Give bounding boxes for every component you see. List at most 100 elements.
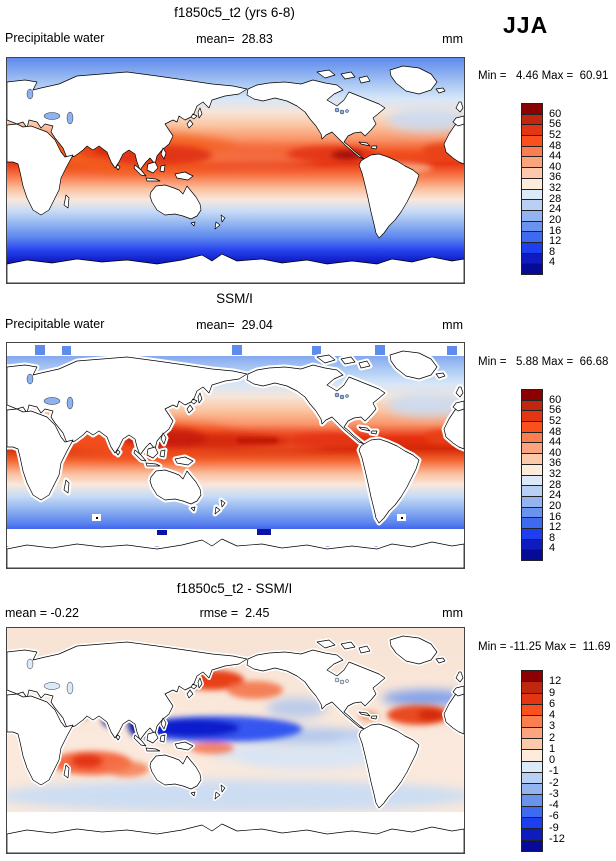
colorbar-tick-label: -9: [549, 821, 559, 834]
colorbar-tick-label: 44: [549, 150, 562, 163]
colorbar-tick-label: 60: [549, 393, 562, 406]
colorbar-tick-label: 32: [549, 182, 562, 194]
colorbar-segment: [522, 399, 542, 411]
colorbar-segment: [522, 726, 542, 738]
colorbar-tick-label: 8: [549, 531, 556, 544]
colorbar-tick-label: 60: [549, 107, 562, 120]
colorbar-segment: [522, 495, 542, 507]
colorbar-tick-label: -2: [549, 776, 559, 789]
colorbar-segment: [522, 431, 542, 443]
panel2-mean-stat: mean= 29.04: [196, 318, 273, 332]
colorbar-tick-label: -3: [549, 787, 559, 800]
colorbar-tick-label: 4: [549, 542, 556, 555]
colorbar-model: 60 56 52 48 44 40 36 32 28 24 20 16 12 8 4: [521, 103, 611, 275]
colorbar-tick-label: 40: [549, 160, 562, 173]
colorbar-segment: [522, 135, 542, 146]
colorbar-tick-label: 20: [549, 213, 562, 226]
colorbar-bar: [521, 670, 543, 852]
colorbar-segment: [522, 263, 542, 274]
colorbar-segment: [522, 737, 542, 750]
map-model: [6, 57, 465, 284]
colorbar-tick-label: 4: [549, 256, 556, 269]
colorbar-tick-label: 12: [549, 675, 562, 688]
colorbar-tick-label: -1: [549, 765, 559, 778]
colorbar-segment: [522, 145, 542, 157]
colorbar-tick-label: 52: [549, 414, 562, 427]
colorbar-tick-label: 2: [549, 731, 556, 744]
panel1-units-label: mm: [442, 32, 463, 46]
colorbar-segment: [522, 771, 542, 784]
colorbar-diff: 12 9 6 4 3 2 1 0 -1 -2 -3 -4 -6 -9 -12: [521, 670, 611, 852]
colorbar-tick-label: -6: [549, 810, 559, 823]
colorbar-segment: [522, 549, 542, 560]
colorbar-tick-label: 28: [549, 478, 562, 491]
colorbar-segment: [522, 220, 542, 232]
colorbar-bar: [521, 389, 543, 561]
panel2-title: SSM/I: [216, 291, 253, 306]
colorbar-tick-label: 3: [549, 720, 556, 733]
colorbar-segment: [522, 113, 542, 125]
colorbar-segment: [522, 538, 542, 550]
panel3-minmax: Min = -11.25 Max = 11.69: [478, 641, 611, 653]
colorbar-tick-label: 8: [549, 245, 556, 258]
colorbar-tick-label: 32: [549, 468, 562, 480]
colorbar-segment: [522, 252, 542, 264]
colorbar-segment: [522, 681, 542, 693]
colorbar-segment: [522, 199, 542, 210]
colorbar-tick-label: -12: [549, 832, 565, 845]
panel2-minmax: Min = 5.88 Max = 66.68: [478, 356, 609, 368]
colorbar-bar: [521, 103, 543, 275]
colorbar-labels: 60 56 52 48 44 40 36 32 28 24 20 16 12 8 4: [549, 389, 599, 561]
colorbar-segment: [522, 794, 542, 806]
colorbar-tick-label: 24: [549, 489, 562, 502]
colorbar-segment: [522, 485, 542, 496]
colorbar-tick-label: 52: [549, 128, 562, 141]
colorbar-segment: [522, 517, 542, 528]
colorbar-tick-label: 56: [549, 404, 562, 417]
colorbar-segment: [522, 817, 542, 829]
colorbar-tick-label: 24: [549, 203, 562, 216]
panel3-title: f1850c5_t2 - SSM/I: [176, 581, 293, 596]
colorbar-segment: [522, 463, 542, 475]
colorbar-segment: [522, 474, 542, 486]
colorbar-segment: [522, 241, 542, 253]
colorbar-segment: [522, 156, 542, 168]
colorbar-obs: 60 56 52 48 44 40 36 32 28 24 20 16 12 8 4: [521, 389, 611, 561]
season-label: JJA: [503, 12, 549, 38]
panel3-mean-stat: mean = -0.22: [5, 606, 80, 620]
colorbar-tick-label: 6: [549, 697, 556, 710]
colorbar-tick-label: 1: [549, 742, 556, 755]
colorbar-segment: [522, 421, 542, 432]
colorbar-tick-label: 0: [549, 754, 556, 766]
colorbar-segment: [522, 209, 542, 221]
map-diff: [6, 627, 465, 854]
colorbar-segment: [522, 453, 542, 464]
colorbar-segment: [522, 749, 542, 761]
colorbar-tick-label: -4: [549, 799, 559, 811]
map-obs: [6, 342, 465, 569]
colorbar-tick-label: 9: [549, 686, 556, 699]
colorbar-tick-label: 56: [549, 118, 562, 131]
colorbar-tick-label: 12: [549, 235, 562, 248]
colorbar-tick-label: 36: [549, 457, 562, 470]
colorbar-tick-label: 12: [549, 521, 562, 534]
colorbar-segment: [522, 805, 542, 818]
colorbar-segment: [522, 506, 542, 518]
panel2-units-label: mm: [442, 318, 463, 332]
panel1-variable-label: Precipitable water: [5, 31, 105, 45]
colorbar-tick-label: 4: [549, 709, 556, 721]
colorbar-segment: [522, 839, 542, 851]
colorbar-segment: [522, 188, 542, 200]
colorbar-segment: [522, 410, 542, 422]
colorbar-segment: [522, 715, 542, 727]
panel3-rmse-stat: rmse = 2.45: [199, 606, 270, 620]
colorbar-labels: 12 9 6 4 3 2 1 0 -1 -2 -3 -4 -6 -9 -12: [549, 670, 599, 852]
panel1-title: f1850c5_t2 (yrs 6-8): [174, 5, 295, 20]
panel1-minmax: Min = 4.46 Max = 60.91: [478, 70, 609, 82]
colorbar-tick-label: 44: [549, 436, 562, 449]
colorbar-segment: [522, 703, 542, 716]
panel1-mean-stat: mean= 28.83: [196, 32, 273, 46]
colorbar-tick-label: 48: [549, 139, 562, 152]
colorbar-labels: 60 56 52 48 44 40 36 32 28 24 20 16 12 8 4: [549, 103, 599, 275]
